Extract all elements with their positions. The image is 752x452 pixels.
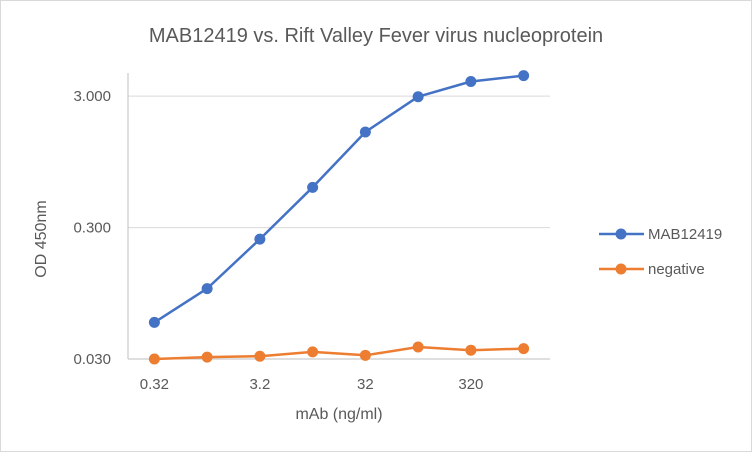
data-point: [412, 91, 424, 103]
x-axis-title: mAb (ng/ml): [295, 406, 382, 423]
series-mab12419: [148, 70, 530, 328]
data-point: [254, 350, 266, 362]
x-tick-label: 0.32: [140, 376, 169, 393]
data-point: [359, 349, 371, 361]
legend: MAB12419 negative: [599, 226, 722, 278]
chart-title: MAB12419 vs. Rift Valley Fever virus nuc…: [149, 25, 603, 47]
legend-marker: [615, 263, 627, 275]
x-tick-label: 320: [458, 376, 483, 393]
data-point: [201, 283, 213, 295]
y-axis-title: OD 450nm: [33, 200, 50, 277]
data-point: [518, 343, 530, 355]
legend-marker: [615, 228, 627, 240]
legend-item: MAB12419: [599, 226, 722, 243]
data-point: [465, 344, 477, 356]
data-point: [359, 126, 371, 138]
gridlines: [128, 95, 550, 229]
data-point: [518, 70, 530, 82]
y-tick-label: 0.300: [73, 220, 111, 237]
series-line: [153, 74, 524, 324]
x-tick-label: 3.2: [249, 376, 270, 393]
data-point: [307, 181, 319, 193]
y-tick-label: 0.030: [73, 351, 111, 368]
legend-label: MAB12419: [648, 226, 722, 243]
series-line: [154, 345, 524, 361]
series-negative: [148, 341, 530, 365]
legend-item: negative: [599, 261, 705, 278]
data-point: [148, 353, 160, 365]
data-point: [307, 346, 319, 358]
data-point: [201, 351, 213, 363]
legend-label: negative: [648, 261, 705, 278]
data-point: [254, 233, 266, 245]
series-layer: [148, 70, 530, 365]
y-tick-label: 3.000: [73, 88, 111, 105]
x-tick-label: 32: [357, 376, 374, 393]
y-tick-labels: 0.030 0.300 3.000: [73, 88, 111, 368]
data-point: [465, 75, 477, 87]
data-point: [148, 316, 160, 328]
data-point: [412, 341, 424, 353]
x-tick-labels: 0.32 3.2 32 320: [140, 376, 484, 393]
